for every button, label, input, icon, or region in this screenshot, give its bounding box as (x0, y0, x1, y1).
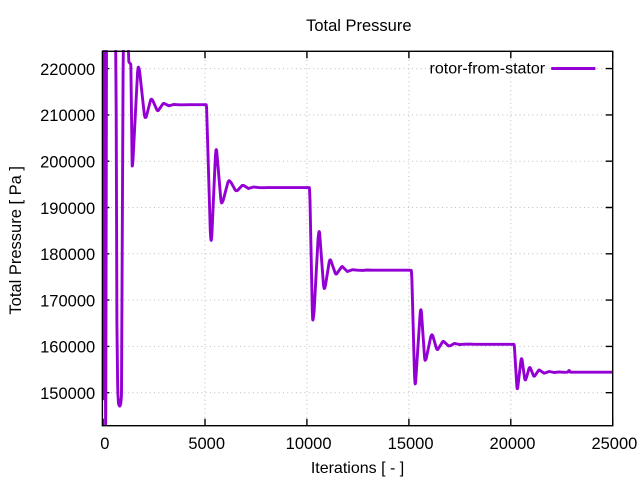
svg-text:210000: 210000 (40, 107, 95, 125)
svg-text:20000: 20000 (490, 435, 536, 453)
svg-text:10000: 10000 (286, 435, 332, 453)
svg-text:Total Pressure: Total Pressure (306, 17, 411, 35)
svg-text:rotor-from-stator: rotor-from-stator (430, 60, 546, 77)
svg-text:0: 0 (100, 435, 109, 453)
svg-text:160000: 160000 (40, 339, 95, 357)
svg-text:220000: 220000 (40, 61, 95, 79)
svg-text:Total Pressure [ Pa ]: Total Pressure [ Pa ] (7, 166, 25, 315)
svg-text:150000: 150000 (40, 385, 95, 403)
svg-text:200000: 200000 (40, 154, 95, 172)
svg-text:15000: 15000 (388, 435, 434, 453)
svg-text:25000: 25000 (591, 435, 637, 453)
svg-text:180000: 180000 (40, 246, 95, 264)
svg-text:190000: 190000 (40, 200, 95, 218)
svg-text:Iterations [ - ]: Iterations [ - ] (311, 460, 404, 477)
svg-text:170000: 170000 (40, 292, 95, 310)
svg-text:5000: 5000 (188, 435, 225, 453)
